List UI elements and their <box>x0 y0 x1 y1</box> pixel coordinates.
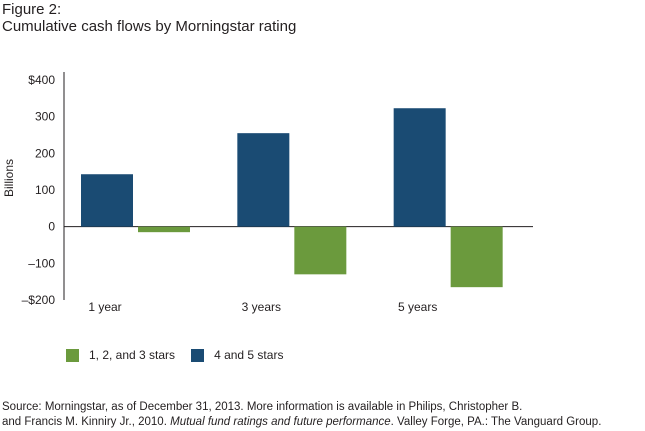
bar-high-rated-1-year <box>81 174 133 227</box>
bar-low-rated-3-years <box>294 226 347 275</box>
y-tick-label: –100 <box>28 256 55 270</box>
figure-title: Cumulative cash flows by Morningstar rat… <box>2 18 297 35</box>
x-tick-label: 5 years <box>398 300 437 314</box>
y-tick-label: 100 <box>35 183 55 197</box>
legend-swatch-green <box>66 348 79 362</box>
source-line-2: and Francis M. Kinniry Jr., 2010. Mutual… <box>2 415 601 430</box>
bar-low-rated-1-year <box>138 226 190 233</box>
bar-low-rated-5-years <box>450 226 503 288</box>
legend-swatch-blue <box>191 348 205 362</box>
source-line-1: Source: Morningstar, as of December 31, … <box>2 401 523 413</box>
y-tick-label: –$200 <box>22 293 56 307</box>
y-tick-label: 300 <box>35 110 55 124</box>
legend-item-low-rated: 1, 2, and 3 stars <box>66 348 175 362</box>
legend-label-low-rated: 1, 2, and 3 stars <box>89 348 176 362</box>
legend-item-high-rated: 4 and 5 stars <box>191 348 283 362</box>
y-tick-label: $400 <box>28 73 55 87</box>
y-axis: $400 300 200 100 0 –100 –$200 <box>22 72 533 307</box>
bar-chart: $400 300 200 100 0 –100 –$200 1 year 3 years 5 y… <box>2 72 533 314</box>
bar-high-rated-5-years <box>393 108 446 227</box>
source-publisher: . Valley Forge, PA.: The Vanguard Group. <box>390 416 602 428</box>
legend-label-high-rated: 4 and 5 stars <box>214 348 284 362</box>
y-tick-label: 200 <box>35 146 55 160</box>
source-authors: and Francis M. Kinniry Jr., 2010. <box>2 416 171 428</box>
bar-high-rated-3-years <box>237 133 290 227</box>
bars <box>81 108 503 288</box>
source-publication-title: Mutual fund ratings and future performan… <box>170 416 391 428</box>
legend: 1, 2, and 3 stars 4 and 5 stars <box>66 348 299 362</box>
y-axis-label: Billions <box>2 159 16 197</box>
x-axis-labels: 1 year 3 years 5 years <box>88 300 437 314</box>
x-tick-label: 3 years <box>242 300 281 314</box>
figure-label: Figure 2: <box>2 1 62 18</box>
x-tick-label: 1 year <box>88 300 121 314</box>
y-tick-label: 0 <box>48 220 55 234</box>
source-note: Source: Morningstar, as of December 31, … <box>2 400 601 430</box>
